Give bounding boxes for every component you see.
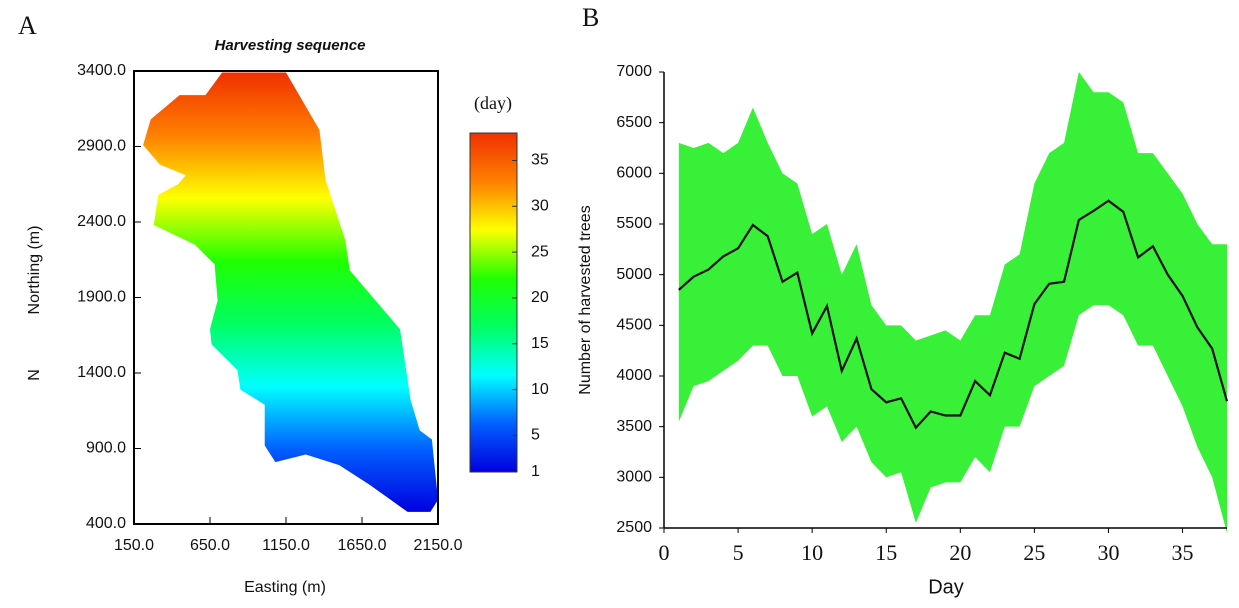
y-tick-label: 3000: [616, 469, 652, 486]
y-tick-label: 5500: [616, 215, 652, 232]
x-tick-label: 30: [1097, 540, 1119, 565]
x-tick-label: 2150.0: [414, 537, 463, 554]
y-tick-label: 7000: [616, 63, 652, 80]
colorbar: [469, 132, 518, 473]
mean-line: [678, 199, 1229, 430]
colorbar-tick-label: 25: [531, 243, 549, 260]
colorbar-tick-label: 35: [531, 152, 549, 169]
x-tick-label: 150.0: [114, 537, 154, 554]
x-axis-label: Day: [928, 576, 964, 598]
x-tick-label: 650.0: [190, 537, 230, 554]
colorbar-tick-label: 1: [531, 463, 540, 480]
x-tick-label: 0: [659, 540, 670, 565]
y-tick-label: 4500: [616, 317, 652, 334]
y-tick-label: 5000: [616, 266, 652, 283]
y-axis-label: Number of harvested trees: [577, 205, 594, 394]
y-tick-label: 4000: [616, 367, 652, 384]
colorbar-tick-label: 5: [531, 427, 540, 444]
x-tick-label: 1650.0: [338, 537, 387, 554]
y-tick-label: 6500: [616, 114, 652, 131]
panel-label: B: [582, 3, 599, 32]
map-title: Harvesting sequence: [215, 37, 366, 54]
harvest-area: [143, 72, 438, 512]
colorbar-tick-label: 30: [531, 198, 549, 215]
y-tick-label: 1400.0: [77, 364, 126, 381]
panel-label: A: [18, 11, 37, 40]
y-axis-label: Northing (m): [26, 226, 43, 315]
x-tick-label: 1150.0: [262, 537, 310, 554]
y-tick-label: 6000: [616, 165, 652, 182]
y-tick-label: 400.0: [86, 515, 126, 532]
y-tick-label: 3400.0: [77, 62, 126, 79]
x-tick-label: 35: [1172, 540, 1194, 565]
side-label: N: [26, 369, 43, 381]
colorbar-tick-label: 15: [531, 335, 549, 352]
x-axis-label: Easting (m): [244, 579, 326, 596]
y-tick-label: 1900.0: [77, 289, 126, 306]
x-tick-label: 5: [733, 540, 744, 565]
colorbar-label: (day): [474, 93, 512, 114]
simulation-band: [678, 72, 1227, 534]
x-tick-label: 20: [949, 540, 971, 565]
y-tick-label: 3500: [616, 418, 652, 435]
y-tick-label: 2900.0: [77, 138, 126, 155]
colorbar-tick-label: 20: [531, 289, 549, 306]
y-tick-label: 900.0: [86, 440, 126, 457]
colorbar-tick-label: 10: [531, 381, 549, 398]
x-tick-label: 15: [875, 540, 897, 565]
y-tick-label: 2500: [616, 519, 652, 536]
x-tick-label: 10: [801, 540, 823, 565]
y-tick-label: 2400.0: [77, 213, 126, 230]
x-tick-label: 25: [1023, 540, 1045, 565]
